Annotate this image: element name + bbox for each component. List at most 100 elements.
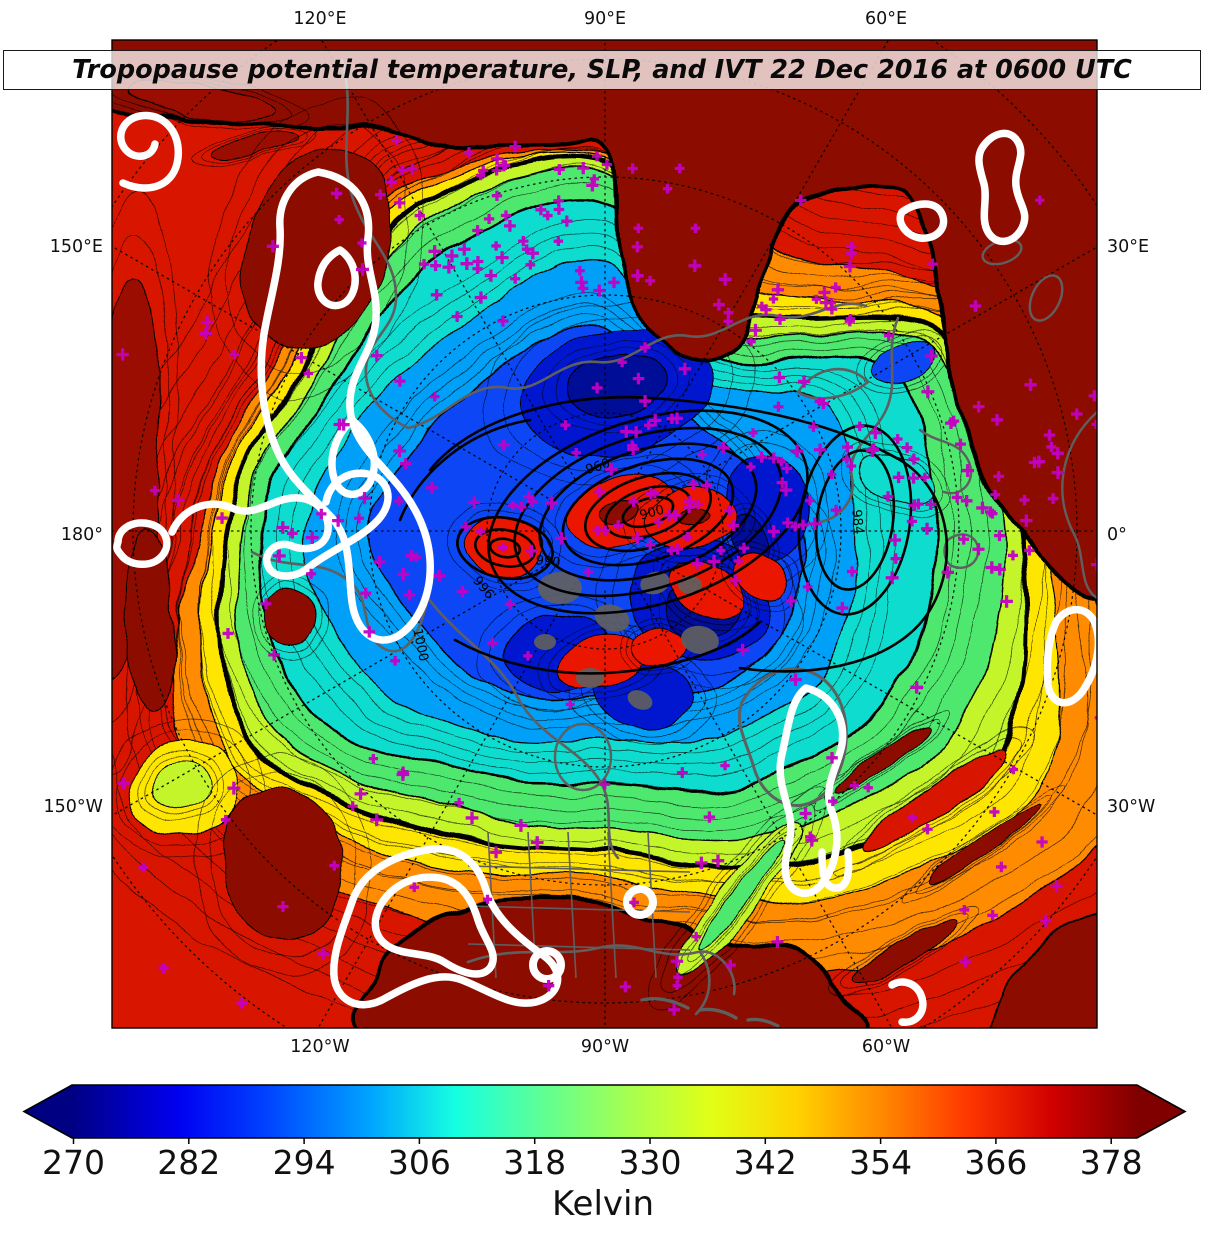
station-marker	[560, 420, 571, 431]
station-marker	[676, 767, 688, 779]
station-marker	[1032, 455, 1045, 468]
station-marker	[945, 417, 957, 429]
station-marker	[509, 140, 522, 153]
coastline	[406, 302, 868, 430]
station-marker	[403, 589, 416, 601]
station-marker	[409, 882, 420, 893]
station-marker	[790, 444, 804, 458]
station-marker	[1039, 914, 1052, 927]
theta-fill-region	[151, 761, 213, 813]
station-marker	[797, 375, 811, 388]
ivt-contour	[776, 684, 847, 898]
theta-contour-line	[662, 807, 812, 993]
theta-contour-line	[145, 756, 219, 818]
station-marker	[1020, 514, 1033, 527]
station-marker	[723, 307, 734, 318]
station-marker	[227, 781, 241, 795]
theta-contour-line	[205, 773, 359, 957]
station-marker	[286, 528, 298, 539]
station-marker	[305, 531, 319, 544]
station-marker	[360, 587, 372, 599]
station-marker	[1088, 390, 1097, 402]
colorbar-tick-label: 366	[964, 1143, 1028, 1182]
station-marker	[958, 533, 970, 545]
station-marker	[487, 638, 498, 649]
station-marker	[683, 501, 695, 513]
station-marker	[906, 516, 918, 527]
slp-contour-label: 984	[848, 509, 865, 535]
station-marker	[846, 566, 858, 577]
station-marker	[1051, 447, 1064, 460]
station-marker	[789, 673, 802, 686]
station-marker	[985, 561, 999, 574]
station-marker	[629, 897, 640, 908]
station-marker	[266, 240, 279, 253]
station-marker	[749, 323, 762, 337]
station-marker	[445, 249, 459, 263]
station-marker	[892, 434, 903, 444]
station-marker	[757, 301, 767, 312]
station-marker	[34, 858, 44, 868]
station-marker	[491, 241, 501, 251]
station-marker	[583, 567, 594, 578]
theta-contour-line	[227, 122, 409, 374]
station-marker	[504, 598, 516, 610]
station-marker	[691, 931, 701, 942]
station-marker	[357, 238, 367, 248]
theta-contour-line	[864, 335, 946, 389]
colorbar-tick-label: 270	[42, 1143, 105, 1182]
station-marker	[907, 813, 917, 823]
station-marker	[1112, 426, 1122, 436]
station-marker	[724, 959, 736, 971]
station-marker	[921, 385, 935, 399]
station-marker	[220, 814, 231, 825]
station-marker	[483, 213, 495, 225]
coastline	[1061, 410, 1097, 600]
station-marker	[674, 163, 685, 174]
station-marker	[845, 313, 856, 324]
station-marker	[863, 783, 873, 793]
island-landmass	[576, 668, 604, 688]
station-marker	[632, 372, 645, 385]
station-marker	[553, 164, 565, 175]
theta-contour-line	[901, 785, 1069, 905]
colorbar-tick-label: 282	[157, 1143, 221, 1182]
station-marker	[391, 135, 402, 146]
station-marker	[542, 210, 553, 221]
station-marker	[71, 971, 83, 983]
station-marker	[755, 451, 768, 463]
station-marker	[670, 954, 684, 968]
station-marker	[805, 496, 815, 506]
station-marker	[673, 972, 683, 983]
station-marker	[926, 258, 939, 270]
station-marker	[604, 462, 618, 476]
station-marker	[498, 542, 508, 553]
station-marker	[400, 458, 412, 470]
station-marker	[530, 836, 544, 849]
station-marker	[370, 349, 383, 362]
gridlabel-bottom-90w: 90°W	[580, 1037, 630, 1057]
station-marker	[785, 595, 797, 607]
station-marker	[972, 543, 985, 556]
station-marker	[688, 259, 702, 273]
station-marker	[397, 165, 408, 176]
theta-contour-line	[660, 555, 752, 627]
colorbar-axis-label: Kelvin	[551, 1184, 655, 1224]
station-marker	[1043, 429, 1056, 441]
station-marker	[994, 530, 1005, 542]
theta-contour-line	[117, 730, 255, 848]
station-marker	[701, 480, 712, 491]
state-border	[567, 831, 577, 979]
station-marker	[317, 948, 329, 960]
station-marker	[697, 449, 708, 460]
theta-contour-line	[259, 581, 325, 655]
station-marker	[826, 303, 838, 315]
station-marker	[158, 962, 169, 974]
station-marker	[491, 190, 503, 201]
station-marker	[925, 498, 937, 510]
station-marker	[718, 272, 732, 286]
gridlabel-right-0: 0°	[1107, 525, 1127, 545]
station-marker	[577, 161, 590, 175]
gridlabel-right-30e: 30°E	[1107, 237, 1150, 257]
